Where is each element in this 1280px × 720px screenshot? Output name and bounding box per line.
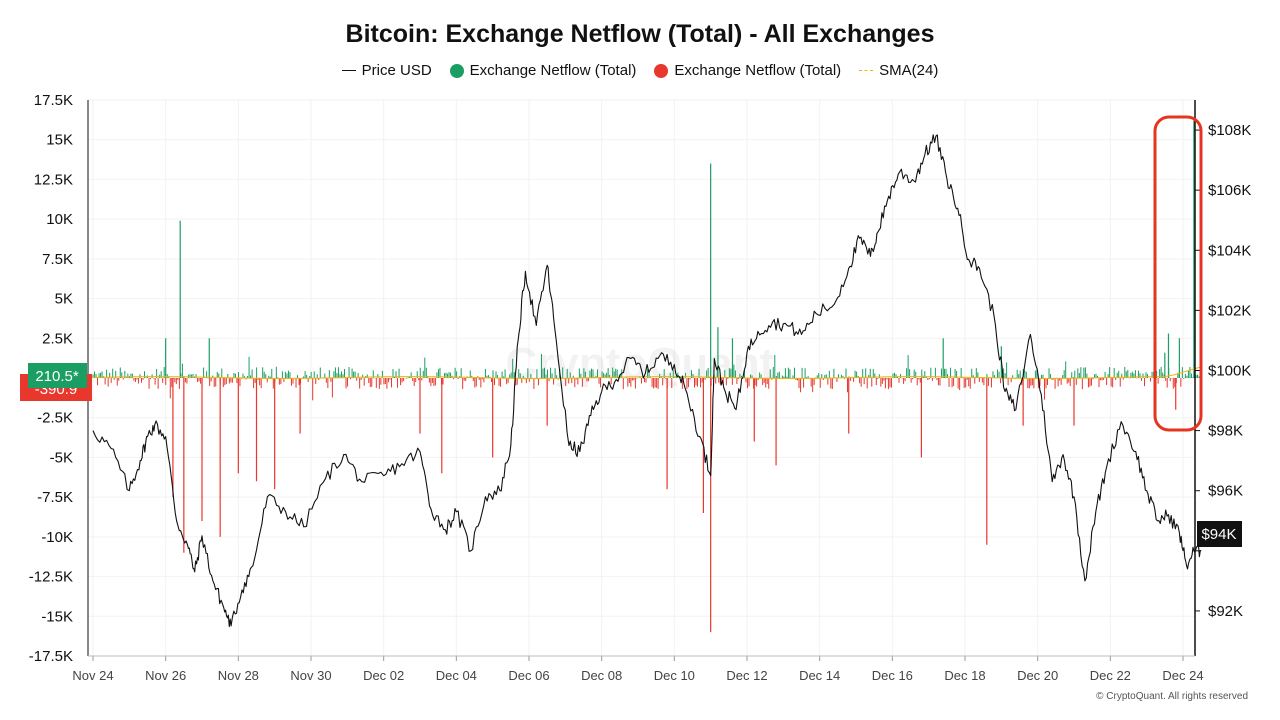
y-left-tick-label: -5K <box>50 449 73 466</box>
legend-dot-green <box>449 63 464 78</box>
x-tick-label: Dec 02 <box>363 668 404 683</box>
x-tick-label: Dec 16 <box>872 668 913 683</box>
chart-title: Bitcoin: Exchange Netflow (Total) - All … <box>345 20 935 48</box>
y-right-tick-label: $104K <box>1208 242 1251 259</box>
x-tick-label: Dec 14 <box>799 668 840 683</box>
y-left-tick-label: -2.5K <box>37 410 73 427</box>
legend-dash-marker <box>859 70 874 71</box>
legend-item-outflow[interactable]: Exchange Netflow (Total) <box>654 62 841 79</box>
legend-item-sma[interactable]: SMA(24) <box>859 62 938 79</box>
highlight-box <box>1153 115 1203 432</box>
price-badge-bg <box>1197 521 1242 547</box>
y-left-tick-label: 10K <box>46 211 73 228</box>
y-right-tick-label: $102K <box>1208 302 1251 319</box>
x-tick-label: Dec 22 <box>1090 668 1131 683</box>
x-tick-label: Dec 20 <box>1017 668 1058 683</box>
legend-label-price: Price USD <box>361 62 432 79</box>
copyright-credit: © CryptoQuant. All rights reserved <box>1096 691 1248 702</box>
x-tick-label: Dec 12 <box>726 668 767 683</box>
x-tick-label: Nov 30 <box>290 668 331 683</box>
legend-item-inflow[interactable]: Exchange Netflow (Total) <box>449 62 637 79</box>
y-right-tick-label: $98K <box>1208 423 1243 440</box>
x-tick-label: Nov 28 <box>218 668 259 683</box>
x-tick-label: Dec 04 <box>436 668 477 683</box>
y-left-tick-label: 17.5K <box>34 92 73 109</box>
y-left-tick-label: -10K <box>41 529 73 546</box>
price-polyline <box>92 134 1202 628</box>
y-left-tick-label: -15K <box>41 608 73 625</box>
price-line <box>92 134 1202 628</box>
y-right-tick-label: $96K <box>1208 483 1243 500</box>
sma-line <box>92 366 1202 379</box>
y-right-tick-label: $92K <box>1208 603 1243 620</box>
x-tick-label: Dec 08 <box>581 668 622 683</box>
legend-line-marker <box>341 70 356 71</box>
legend-label-outflow: Exchange Netflow (Total) <box>674 62 842 79</box>
y-left-tick-label: -7.5K <box>37 489 73 506</box>
y-right-tick-label: $106K <box>1208 182 1251 199</box>
netflow-badge-text: 210.5* <box>35 368 79 385</box>
y-left-tick-label: 7.5K <box>42 251 73 268</box>
y-left-tick-label: -12.5K <box>29 569 73 586</box>
x-tick-label: Dec 18 <box>944 668 985 683</box>
y-left-tick-label: 12.5K <box>34 171 73 188</box>
grid <box>88 99 1195 657</box>
y-left-tick-label: 5K <box>55 291 73 308</box>
value-badges: -390.9 210.5* $94K <box>20 363 1242 547</box>
price-badge-text: $94K <box>1201 526 1236 543</box>
y-right-tick-label: $108K <box>1208 122 1251 139</box>
y-right-tick-label: $100K <box>1208 362 1251 379</box>
legend-label-inflow: Exchange Netflow (Total) <box>469 62 637 79</box>
netflow-badge-bg <box>28 363 87 388</box>
x-tick-label: Dec 06 <box>508 668 549 683</box>
chart-legend: Price USD Exchange Netflow (Total) Excha… <box>0 62 1280 79</box>
y-left-tick-label: 2.5K <box>42 330 73 347</box>
legend-dot-red <box>654 63 669 78</box>
legend-label-sma: SMA(24) <box>879 62 939 79</box>
x-tick-label: Dec 10 <box>654 668 695 683</box>
x-tick-label: Nov 26 <box>145 668 186 683</box>
axes: 17.5K 15K 12.5K 10K 7.5K 5K 2.5K -2.5K -5K -7.5K -… <box>29 92 1252 683</box>
legend-item-price[interactable]: Price USD <box>341 62 432 79</box>
y-left-tick-label: -17.5K <box>29 648 73 665</box>
x-tick-label: Dec 24 <box>1162 668 1203 683</box>
y-left-tick-label: 15K <box>46 132 73 149</box>
x-tick-label: Nov 24 <box>72 668 113 683</box>
sma-polyline <box>92 366 1202 379</box>
